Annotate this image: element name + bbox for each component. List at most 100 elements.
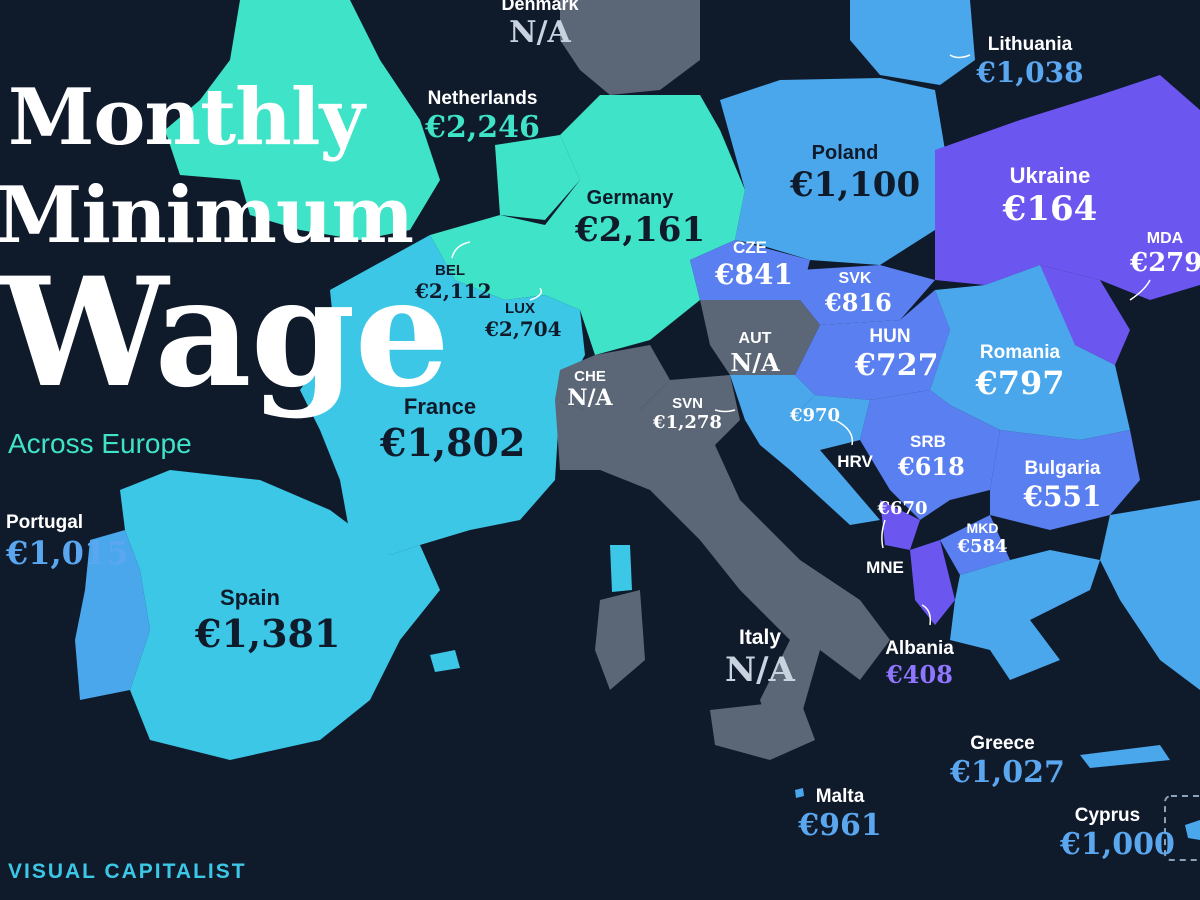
label-denmark: Denmark N/A	[490, 0, 590, 50]
region-hungary	[795, 290, 950, 400]
country-name: MKD	[966, 520, 999, 536]
region-germany	[545, 95, 745, 355]
country-name: BEL	[435, 262, 465, 279]
country-name: Lithuania	[987, 34, 1073, 55]
country-name: Greece	[970, 733, 1035, 754]
country-value: €961	[798, 808, 882, 843]
region-benelux	[430, 215, 545, 300]
country-value: €584	[957, 536, 1008, 557]
label-greece: Greece €1,027	[950, 733, 1065, 790]
country-value: €1,278	[653, 412, 722, 433]
country-name: AUT	[738, 330, 772, 347]
country-name: CHE	[574, 368, 606, 385]
country-value: N/A	[567, 385, 613, 411]
label-albania: Albania €408	[872, 638, 967, 689]
country-name: Bulgaria	[1024, 458, 1101, 479]
country-name: MDA	[1146, 230, 1184, 247]
country-value: €1,038	[976, 56, 1084, 89]
country-name: SVK	[838, 270, 872, 287]
country-name: France	[403, 394, 477, 419]
country-value: N/A	[730, 348, 780, 377]
country-name: CZE	[733, 238, 767, 257]
country-value: €670	[877, 498, 928, 519]
label-hrv-value: €970	[785, 405, 845, 426]
region-bulgaria	[990, 430, 1140, 530]
country-name: Spain	[220, 585, 280, 610]
title-line-1: Monthly	[8, 72, 365, 163]
region-austria	[700, 300, 820, 375]
country-value: €1,381	[195, 611, 341, 656]
region-sicily	[710, 700, 815, 760]
label-netherlands: Netherlands €2,246	[420, 88, 545, 145]
region-slovakia	[800, 265, 935, 325]
country-value: €279	[1130, 248, 1200, 278]
label-bulgaria: Bulgaria €551	[1010, 458, 1115, 513]
region-moldova	[1040, 265, 1130, 365]
region-czech	[690, 240, 810, 300]
country-value: €1,000	[1060, 827, 1175, 862]
title-line-3: Wage	[0, 245, 450, 421]
label-hun: HUN €727	[855, 326, 939, 383]
label-cyprus: Cyprus €1,000	[1060, 805, 1175, 862]
country-value: €816	[825, 288, 892, 317]
country-name: MNE	[866, 558, 904, 577]
title-line-2: Minimum	[0, 170, 414, 261]
region-serbia	[860, 390, 1000, 520]
label-romania: Romania €797	[965, 342, 1075, 402]
country-value: €2,704	[485, 317, 562, 341]
country-value: €841	[715, 258, 793, 291]
label-mne-value: €670	[875, 498, 930, 519]
country-name: Poland	[811, 142, 879, 164]
label-svk: SVK €816	[825, 270, 892, 317]
region-switzerland	[555, 345, 670, 410]
label-lithuania: Lithuania €1,038	[975, 34, 1085, 89]
region-corsica	[610, 545, 632, 592]
country-name: Denmark	[501, 0, 579, 14]
region-poland	[720, 78, 945, 265]
label-svn: SVN €1,278	[650, 395, 725, 433]
country-value: €618	[898, 452, 965, 481]
brand-footer: VISUAL CAPITALIST	[8, 860, 247, 883]
country-value: €1,027	[950, 755, 1065, 790]
country-value: €408	[886, 660, 953, 689]
cyprus-inset-box	[1164, 795, 1200, 861]
country-value: €164	[1002, 189, 1098, 229]
label-che: CHE N/A	[565, 368, 615, 411]
region-lithuania	[850, 0, 975, 85]
region-malta	[795, 788, 804, 798]
region-romania	[930, 265, 1130, 440]
country-name: Romania	[979, 342, 1061, 363]
region-uk	[165, 0, 440, 240]
region-balearic	[430, 650, 460, 672]
label-poland: Poland €1,100	[790, 142, 920, 205]
callout-arrows	[451, 54, 1151, 626]
region-montenegro	[880, 500, 920, 550]
country-value: €1,802	[380, 420, 526, 465]
country-name: Portugal	[6, 512, 84, 533]
region-netherlands	[495, 135, 580, 220]
country-name: HUN	[869, 326, 911, 347]
region-portugal	[75, 530, 150, 700]
label-mda: MDA €279	[1130, 230, 1200, 278]
subtitle: Across Europe	[8, 428, 192, 459]
country-value: €1,015	[6, 534, 129, 572]
country-name: LUX	[505, 300, 535, 317]
label-hrv-name: HRV	[825, 452, 885, 472]
country-name: Germany	[586, 187, 674, 209]
label-germany: Germany €2,161	[575, 187, 706, 250]
country-value: N/A	[725, 650, 795, 690]
country-value: €2,112	[415, 279, 492, 303]
region-slovenia	[730, 375, 815, 420]
region-east-edge	[1100, 500, 1200, 690]
region-sardinia	[595, 590, 645, 690]
label-france: France €1,802	[380, 394, 526, 465]
region-albania	[910, 540, 955, 625]
region-mkd	[940, 515, 1010, 575]
label-malta: Malta €961	[795, 786, 885, 843]
country-value: €797	[975, 364, 1065, 402]
country-value: €2,161	[575, 210, 706, 250]
label-ukraine: Ukraine €164	[995, 163, 1105, 229]
region-greece	[950, 550, 1100, 680]
region-italy	[555, 375, 890, 730]
